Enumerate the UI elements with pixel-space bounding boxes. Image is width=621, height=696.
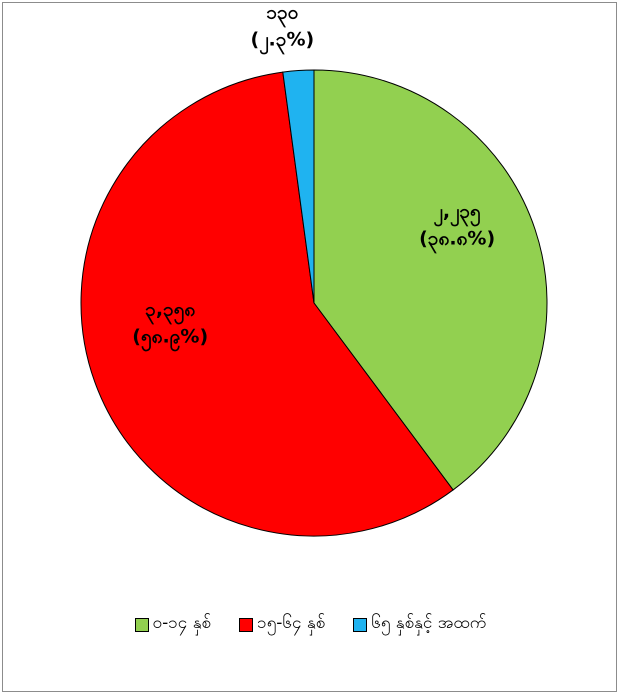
data-label-percent: (၂.၃%) [251,29,315,56]
legend-swatch [239,617,254,632]
legend-swatch [353,617,368,632]
pie-chart: ၂,၂၃၅(၃၈.၈%)၃,၃၅၈(၅၈.၉%)၁၃၀(၂.၃%) [80,2,548,537]
data-label-value: ၁၃၀ [266,2,298,29]
data-label-65-plus: ၁၃၀(၂.၃%) [251,2,315,56]
legend-item-0-14: ၀-၁၄ နှစ် [134,612,212,637]
legend-item-15-64: ၁၅-၆၄ နှစ် [239,612,325,637]
slice-15-64 [80,71,454,537]
legend-label: ၁၅-၆၄ နှစ် [257,613,326,633]
legend-label: ၀-၁၄ နှစ် [152,613,212,633]
legend-label: ၆၅ နှစ်နှင့် အထက် [371,613,487,633]
legend-swatch [134,617,149,632]
legend: ၀-၁၄ နှစ် ၁၅-၆၄ နှစ် ၆၅ နှစ်နှင့် အထက် [0,612,621,637]
slice-0-14 [313,69,548,491]
legend-item-65-plus: ၆၅ နှစ်နှင့် အထက် [353,612,486,637]
slice-65-plus [282,69,315,304]
